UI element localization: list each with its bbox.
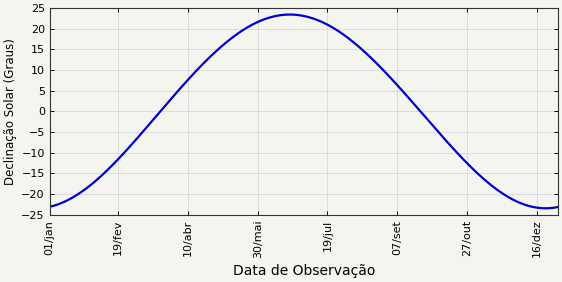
X-axis label: Data de Observação: Data de Observação — [233, 264, 375, 278]
Y-axis label: Declinação Solar (Graus): Declinação Solar (Graus) — [4, 38, 17, 185]
